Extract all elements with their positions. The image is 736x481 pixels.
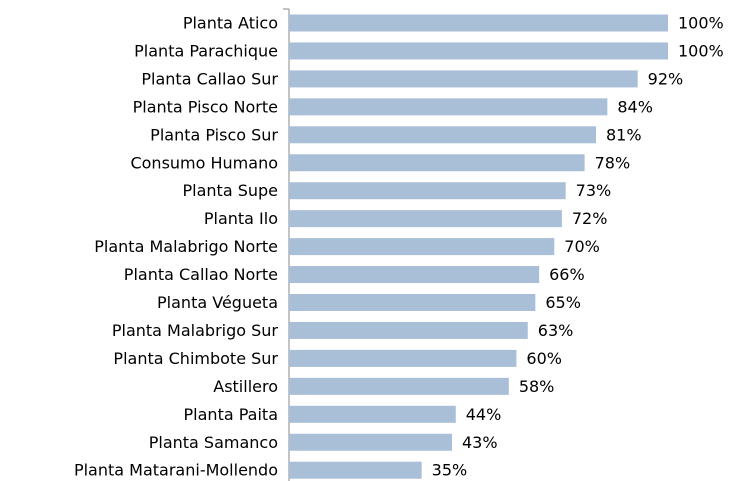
category-label: Planta Parachique	[134, 41, 278, 60]
category-label: Planta Malabrigo Sur	[112, 321, 279, 340]
category-label: Planta Pisco Sur	[150, 125, 278, 144]
value-label: 60%	[526, 349, 562, 368]
value-label: 66%	[549, 265, 585, 284]
category-label: Planta Végueta	[157, 293, 278, 312]
category-label: Planta Callao Norte	[124, 265, 278, 284]
category-label: Planta Pisco Norte	[133, 97, 278, 116]
bar	[289, 126, 596, 144]
value-label: 58%	[519, 377, 555, 396]
value-label: 100%	[678, 41, 724, 60]
value-label: 73%	[576, 181, 612, 200]
category-label: Planta Malabrigo Norte	[94, 237, 278, 256]
value-label: 92%	[648, 69, 684, 88]
value-label: 78%	[595, 153, 631, 172]
category-label: Planta Atico	[183, 14, 278, 33]
bar	[289, 70, 638, 88]
bar	[289, 238, 555, 256]
value-label: 35%	[432, 461, 468, 480]
category-label: Planta Matarani-Mollendo	[74, 461, 278, 480]
bar	[289, 349, 517, 367]
category-label: Consumo Humano	[130, 153, 278, 172]
bar	[289, 405, 456, 423]
bar	[289, 182, 566, 200]
bar	[289, 154, 585, 172]
bar	[289, 42, 668, 60]
bar	[289, 321, 528, 339]
value-label: 100%	[678, 14, 724, 33]
bar	[289, 294, 536, 311]
category-label: Astillero	[213, 377, 278, 396]
bar	[289, 14, 668, 32]
bar	[289, 461, 422, 479]
value-label: 65%	[545, 293, 581, 312]
bar	[289, 433, 452, 451]
category-label: Planta Supe	[183, 181, 279, 200]
value-label: 44%	[466, 405, 502, 424]
value-label: 81%	[606, 125, 642, 144]
category-label: Planta Ilo	[204, 209, 278, 228]
bar	[289, 98, 608, 116]
bar	[289, 266, 540, 284]
bar	[289, 210, 562, 228]
value-label: 70%	[564, 237, 600, 256]
value-label: 63%	[538, 321, 574, 340]
value-label: 72%	[572, 209, 608, 228]
value-label: 84%	[617, 97, 653, 116]
bar	[289, 377, 509, 395]
category-label: Planta Paita	[184, 405, 278, 424]
category-label: Planta Chimbote Sur	[113, 349, 278, 368]
category-label: Planta Samanco	[149, 433, 278, 452]
category-label: Planta Callao Sur	[141, 69, 278, 88]
value-label: 43%	[462, 433, 498, 452]
